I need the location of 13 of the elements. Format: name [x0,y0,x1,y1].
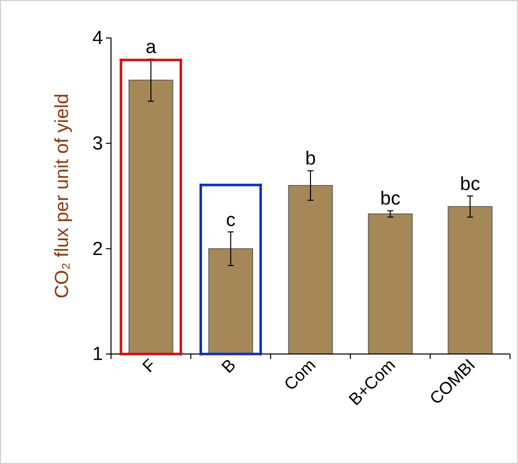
annotation: b [305,148,316,170]
y-tick-label: 1 [92,344,103,366]
x-tick-label: B [218,355,240,377]
x-tick-label: F [138,355,160,376]
y-tick-label: 3 [92,133,103,154]
annotation: bc [380,188,400,210]
y-tick-label: 4 [92,28,104,50]
annotation: a [146,37,157,58]
y-axis-title: CO₂ flux per unit of yield [52,94,73,298]
x-tick-label: Com [280,355,320,394]
annotation: bc [460,174,480,195]
y-tick-label: 2 [92,238,103,260]
annotation: c [226,210,236,231]
